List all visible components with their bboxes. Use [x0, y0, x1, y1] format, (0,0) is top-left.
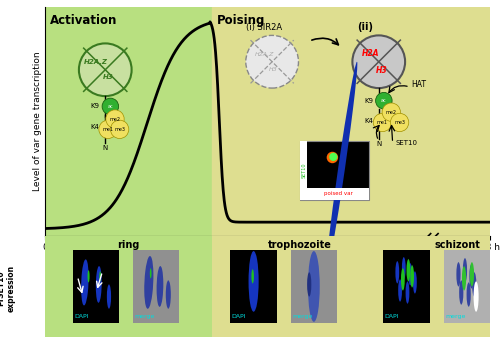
Text: ac: ac — [108, 104, 113, 109]
Text: (ii): (ii) — [358, 22, 374, 32]
Ellipse shape — [100, 271, 101, 281]
Ellipse shape — [156, 266, 164, 307]
Text: ac: ac — [381, 98, 386, 103]
Ellipse shape — [102, 98, 118, 115]
Bar — [212, 7, 490, 236]
Ellipse shape — [398, 279, 402, 302]
Ellipse shape — [408, 263, 412, 285]
Text: N: N — [376, 141, 382, 147]
Ellipse shape — [107, 284, 111, 309]
Text: ring: ring — [117, 240, 140, 250]
Ellipse shape — [326, 62, 358, 274]
Bar — [133, 250, 180, 323]
Ellipse shape — [466, 282, 471, 307]
Text: H2A: H2A — [362, 49, 380, 58]
Text: poised var: poised var — [324, 191, 353, 196]
Text: H3: H3 — [102, 74, 114, 80]
Text: (i) SIR2A: (i) SIR2A — [246, 23, 282, 32]
Text: SET10: SET10 — [396, 140, 417, 146]
Bar — [300, 141, 370, 201]
Bar — [444, 250, 490, 323]
Text: H3: H3 — [376, 66, 387, 75]
Ellipse shape — [99, 120, 117, 139]
Ellipse shape — [406, 259, 410, 281]
Ellipse shape — [396, 261, 399, 283]
Ellipse shape — [474, 281, 478, 312]
Ellipse shape — [81, 259, 88, 305]
Text: me3: me3 — [394, 120, 405, 125]
Ellipse shape — [470, 264, 474, 288]
Ellipse shape — [470, 262, 474, 286]
Ellipse shape — [352, 35, 405, 88]
Bar — [230, 250, 277, 323]
Text: merge: merge — [292, 314, 312, 319]
Ellipse shape — [462, 266, 466, 290]
Ellipse shape — [390, 113, 409, 132]
Bar — [384, 250, 430, 323]
Text: SET10: SET10 — [301, 163, 306, 178]
Text: H2A.Z: H2A.Z — [84, 59, 108, 65]
Text: K4: K4 — [365, 118, 374, 124]
Ellipse shape — [252, 269, 254, 283]
Ellipse shape — [463, 258, 467, 282]
Ellipse shape — [79, 43, 132, 96]
Text: DAPI: DAPI — [232, 314, 246, 319]
Text: schizont: schizont — [434, 240, 480, 250]
Text: DAPI: DAPI — [385, 314, 400, 319]
Ellipse shape — [374, 113, 392, 132]
Text: H3: H3 — [269, 67, 278, 72]
Ellipse shape — [88, 270, 90, 282]
Ellipse shape — [110, 120, 129, 139]
Ellipse shape — [96, 266, 102, 303]
Y-axis label: Level of var gene transcription: Level of var gene transcription — [33, 52, 42, 191]
Text: me1: me1 — [102, 127, 114, 132]
Ellipse shape — [144, 256, 154, 309]
Bar — [290, 250, 337, 323]
Text: merge: merge — [134, 314, 155, 319]
Text: Activation: Activation — [50, 13, 117, 27]
Ellipse shape — [459, 280, 464, 305]
Ellipse shape — [410, 265, 414, 287]
Ellipse shape — [166, 280, 171, 309]
Ellipse shape — [472, 272, 476, 297]
Ellipse shape — [308, 251, 320, 322]
Ellipse shape — [307, 272, 312, 297]
Text: me1: me1 — [377, 120, 388, 125]
Text: trophozoite: trophozoite — [268, 240, 332, 250]
Text: merge: merge — [445, 314, 466, 319]
Ellipse shape — [402, 257, 406, 279]
Ellipse shape — [382, 103, 400, 121]
Ellipse shape — [326, 152, 338, 163]
Ellipse shape — [401, 268, 404, 290]
Bar — [308, 188, 370, 201]
Text: me3: me3 — [114, 127, 125, 132]
Text: K9: K9 — [364, 98, 374, 104]
Ellipse shape — [413, 271, 417, 294]
Ellipse shape — [406, 281, 409, 304]
Bar — [45, 236, 212, 337]
Text: DAPI: DAPI — [74, 314, 88, 319]
Text: HAT: HAT — [412, 80, 426, 89]
Bar — [73, 250, 119, 323]
Text: Poising: Poising — [216, 13, 265, 27]
Ellipse shape — [246, 35, 298, 88]
Bar — [45, 7, 212, 236]
Ellipse shape — [106, 110, 124, 128]
Text: K9: K9 — [90, 103, 100, 110]
Ellipse shape — [150, 268, 152, 278]
Ellipse shape — [329, 153, 338, 161]
Ellipse shape — [248, 251, 258, 312]
Text: PfSET10
expression: PfSET10 expression — [0, 265, 16, 312]
Ellipse shape — [456, 262, 460, 286]
Bar — [300, 141, 308, 201]
Bar — [212, 236, 490, 337]
Text: K4: K4 — [91, 124, 100, 130]
Text: N: N — [102, 145, 108, 151]
Text: me2: me2 — [110, 117, 120, 122]
Ellipse shape — [376, 92, 392, 109]
Text: H2A.Z: H2A.Z — [254, 52, 274, 57]
Text: me2: me2 — [386, 110, 397, 115]
